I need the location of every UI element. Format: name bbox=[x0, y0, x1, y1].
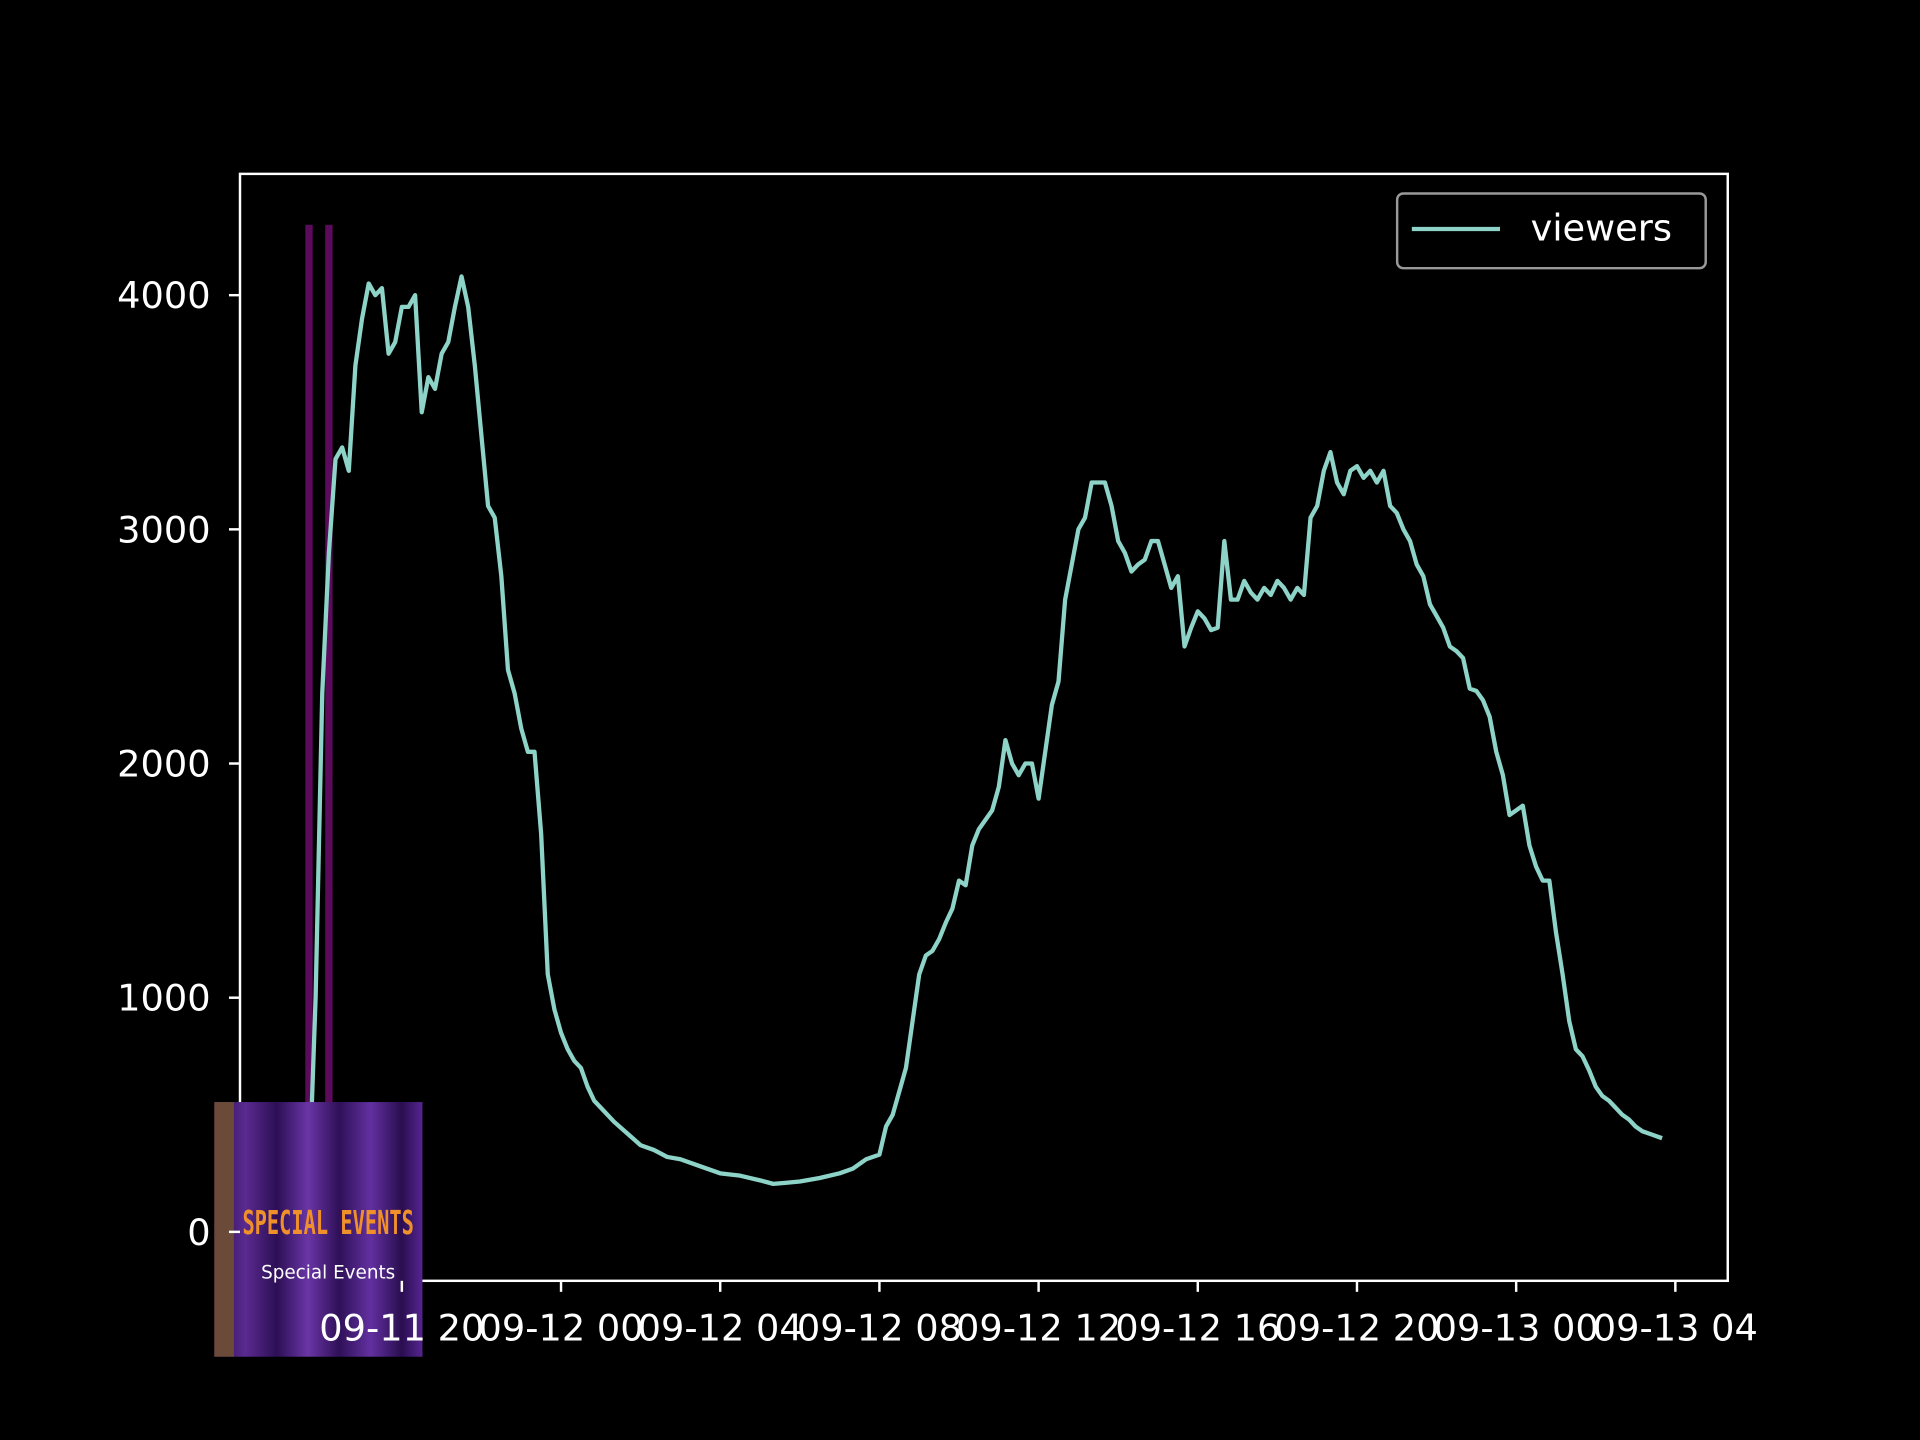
series-line bbox=[306, 274, 1663, 1187]
thumbnail-image bbox=[214, 1102, 423, 1357]
y-tick-label: 0 bbox=[187, 1211, 210, 1254]
legend: viewers bbox=[1395, 192, 1707, 270]
thumbnail-edge bbox=[214, 1102, 234, 1357]
x-tick-label: 09-12 16 bbox=[1115, 1306, 1280, 1349]
x-tick-label: 09-12 12 bbox=[956, 1306, 1121, 1349]
x-tick-label: 09-12 04 bbox=[638, 1306, 803, 1349]
x-tick-label: 09-12 08 bbox=[797, 1306, 962, 1349]
x-tick-label: 09-13 00 bbox=[1434, 1306, 1599, 1349]
thumbnail: SPECIAL EVENTS Special Events bbox=[214, 1102, 423, 1357]
thumbnail-title: SPECIAL EVENTS bbox=[242, 1203, 413, 1242]
y-tick-label: 1000 bbox=[117, 977, 210, 1020]
y-tick-label: 4000 bbox=[117, 274, 210, 317]
thumbnail-caption: Special Events bbox=[261, 1262, 395, 1283]
x-tick-label: 09-12 00 bbox=[478, 1306, 643, 1349]
x-tick-label: 09-11 20 bbox=[319, 1306, 484, 1349]
legend-box bbox=[1395, 192, 1707, 270]
legend-label: viewers bbox=[1531, 207, 1672, 250]
y-tick-label: 3000 bbox=[117, 508, 210, 551]
x-tick-label: 09-13 04 bbox=[1593, 1306, 1758, 1349]
y-tick-label: 2000 bbox=[117, 742, 210, 785]
plot-area bbox=[305, 224, 1663, 1281]
x-tick-label: 09-12 20 bbox=[1274, 1306, 1439, 1349]
plot-frame bbox=[238, 172, 1729, 1283]
